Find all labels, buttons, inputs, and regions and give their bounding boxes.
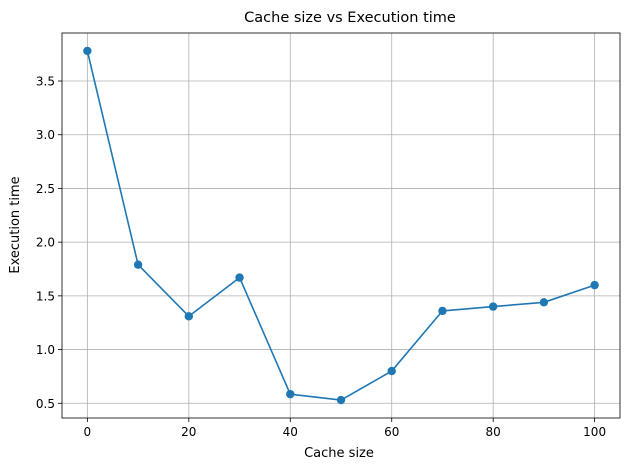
y-tick-label: 1.5 bbox=[36, 289, 55, 303]
series-markers bbox=[83, 46, 599, 405]
y-tick-label: 3.0 bbox=[36, 128, 55, 142]
data-point bbox=[336, 395, 346, 405]
grid bbox=[62, 33, 620, 418]
data-point bbox=[83, 46, 92, 56]
y-tick-label: 2.5 bbox=[36, 182, 55, 196]
y-tick-label: 1.0 bbox=[36, 343, 55, 357]
data-point bbox=[387, 366, 396, 376]
data-point bbox=[590, 280, 599, 290]
x-tick-label: 0 bbox=[84, 425, 92, 439]
x-tick-label: 100 bbox=[583, 425, 606, 439]
y-axis-label: Execution time bbox=[8, 176, 23, 273]
y-tick-label: 3.5 bbox=[36, 75, 55, 89]
x-tick-label: 80 bbox=[486, 425, 501, 439]
data-point bbox=[133, 260, 143, 269]
x-axis-label: Cache size bbox=[304, 446, 374, 461]
y-tick-label: 0.5 bbox=[36, 397, 55, 411]
axes-frame bbox=[61, 32, 621, 419]
data-point bbox=[235, 273, 244, 282]
x-tick-label: 20 bbox=[181, 425, 196, 439]
data-point bbox=[438, 306, 447, 316]
x-tick-label: 60 bbox=[384, 425, 399, 439]
data-point bbox=[488, 302, 498, 311]
y-tick-label: 2.0 bbox=[36, 236, 55, 250]
axis-ticks: 0 20 40 60 80 100 0.5 1.0 1.5 2.0 2.5 3.0 3.5 bbox=[36, 75, 606, 439]
data-point bbox=[184, 312, 194, 321]
x-tick-label: 40 bbox=[283, 425, 298, 439]
chart-title: Cache size vs Execution time bbox=[244, 10, 456, 26]
data-point bbox=[286, 389, 295, 399]
data-point bbox=[539, 298, 549, 307]
